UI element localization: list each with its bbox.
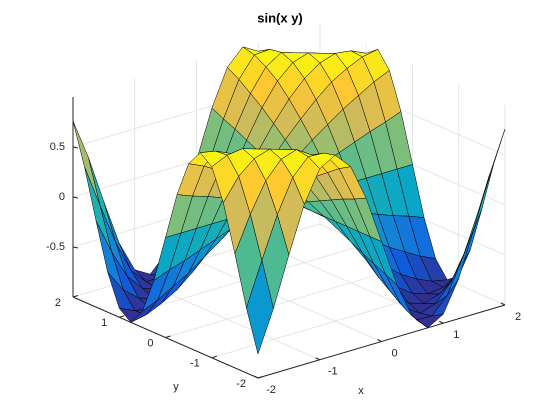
surface-patch xyxy=(246,260,274,355)
surface-patch xyxy=(462,174,490,259)
chart-title: sin(x y) xyxy=(257,10,303,25)
y-tick xyxy=(257,376,264,379)
surface xyxy=(72,46,506,355)
y-tick-label: 2 xyxy=(55,297,61,309)
y-tick-label: 1 xyxy=(101,317,107,329)
y-tick xyxy=(119,315,125,318)
grid-line xyxy=(165,264,413,338)
y-tick-label: -1 xyxy=(190,358,200,370)
z-tick xyxy=(72,196,79,199)
y-tick xyxy=(165,335,171,338)
z-tick-label: 0.5 xyxy=(50,141,65,153)
x-tick-label: -2 xyxy=(266,384,276,396)
x-tick-label: 2 xyxy=(515,311,521,323)
y-tick-label: 0 xyxy=(147,337,153,349)
x-tick xyxy=(315,357,320,361)
z-tick xyxy=(72,146,79,149)
z-tick-label: -0.5 xyxy=(46,241,65,253)
x-tick xyxy=(377,339,382,342)
z-tick-label: 0 xyxy=(59,191,65,203)
x-tick xyxy=(500,302,506,306)
y-tick xyxy=(211,355,217,359)
x-axis-label: x xyxy=(358,385,364,397)
axes: -0.5 0 0.5 -2 -1 0 1 2 -2 -1 0 1 2 xyxy=(46,97,521,396)
y-tick-label: -2 xyxy=(236,378,246,390)
y-tick xyxy=(72,295,79,298)
x-tick-label: 1 xyxy=(453,329,459,341)
surface-patch xyxy=(84,166,112,252)
z-tick xyxy=(72,246,79,249)
x-tick-label: 0 xyxy=(391,347,397,359)
x-tick xyxy=(253,375,259,379)
surface-patch xyxy=(450,212,479,283)
x-tick xyxy=(439,320,444,324)
x-tick-label: -1 xyxy=(328,366,338,378)
y-axis-label: y xyxy=(173,381,179,393)
